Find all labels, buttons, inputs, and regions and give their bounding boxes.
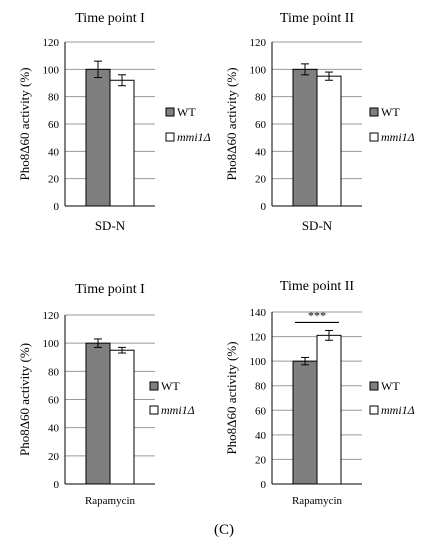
chart-panel-1: Time point I 0 20 40 60 80 100 120 Pho8Δ60 activ… bbox=[17, 11, 211, 233]
legend-label: WT bbox=[381, 379, 400, 393]
legend-label: mmi1Δ bbox=[161, 403, 195, 417]
y-tick-label: 120 bbox=[250, 332, 267, 344]
legend-swatch-mmi1 bbox=[149, 405, 159, 415]
x-axis-label: Rapamycin bbox=[292, 495, 343, 507]
bar-wt bbox=[292, 360, 318, 485]
y-tick-label: 60 bbox=[255, 405, 267, 417]
bar-wt bbox=[85, 68, 111, 207]
chart-title: Time point I bbox=[75, 282, 145, 297]
y-tick-label: 60 bbox=[48, 119, 60, 131]
legend-label: WT bbox=[161, 379, 180, 393]
bar-mmi1 bbox=[316, 334, 342, 485]
y-tick-label: 140 bbox=[250, 307, 267, 319]
y-tick-label: 60 bbox=[48, 395, 60, 407]
y-tick-label: 20 bbox=[255, 454, 267, 466]
y-tick-label: 40 bbox=[255, 430, 267, 442]
y-tick-label: 0 bbox=[54, 479, 60, 491]
y-tick-label: 40 bbox=[255, 146, 267, 158]
y-tick-label: 20 bbox=[255, 174, 267, 186]
x-axis-label: Rapamycin bbox=[85, 495, 136, 507]
chart-panel-4: Time point II 0 20 40 60 80 100 120 140 Pho8Δ60 a… bbox=[224, 279, 415, 507]
bar-mmi1 bbox=[316, 75, 342, 207]
legend-swatch-mmi1 bbox=[369, 132, 379, 142]
y-tick-label: 0 bbox=[261, 201, 267, 213]
legend-label: mmi1Δ bbox=[381, 130, 415, 144]
legend-label: WT bbox=[177, 105, 196, 119]
y-tick-label: 20 bbox=[48, 451, 60, 463]
legend-swatch-mmi1 bbox=[369, 405, 379, 415]
y-tick-label: 100 bbox=[43, 64, 60, 76]
legend-swatch-wt bbox=[149, 381, 159, 391]
chart-panel-3: Time point I 0 20 40 60 80 100 120 Pho8Δ60 activ… bbox=[17, 282, 195, 507]
panel-label: (C) bbox=[214, 522, 234, 538]
y-axis-label: Pho8Δ60 activity (%) bbox=[17, 67, 32, 180]
y-tick-label: 0 bbox=[261, 479, 267, 491]
y-tick-label: 40 bbox=[48, 423, 60, 435]
bar-mmi1 bbox=[109, 79, 135, 207]
legend-swatch-wt bbox=[369, 107, 379, 117]
y-axis-label: Pho8Δ60 activity (%) bbox=[17, 343, 32, 456]
y-tick-label: 20 bbox=[48, 174, 60, 186]
chart-panel-2: Time point II 0 20 40 60 80 100 120 Pho8Δ60 acti… bbox=[224, 11, 415, 233]
y-tick-label: 120 bbox=[250, 37, 267, 49]
y-tick-label: 80 bbox=[255, 92, 267, 104]
x-axis-label: SD-N bbox=[302, 218, 333, 233]
y-axis-label: Pho8Δ60 activity (%) bbox=[224, 341, 239, 454]
bar-wt bbox=[85, 342, 111, 485]
y-tick-label: 80 bbox=[255, 381, 267, 393]
significance-label: *** bbox=[308, 308, 326, 322]
y-tick-label: 40 bbox=[48, 146, 60, 158]
y-tick-label: 120 bbox=[43, 37, 60, 49]
bar-wt bbox=[292, 68, 318, 207]
y-tick-label: 120 bbox=[43, 310, 60, 322]
y-tick-label: 100 bbox=[250, 64, 267, 76]
bar-mmi1 bbox=[109, 349, 135, 485]
legend-swatch-mmi1 bbox=[165, 132, 175, 142]
x-axis-label: SD-N bbox=[95, 218, 126, 233]
chart-title: Time point I bbox=[75, 11, 145, 26]
y-axis-label: Pho8Δ60 activity (%) bbox=[224, 67, 239, 180]
y-tick-label: 100 bbox=[43, 338, 60, 350]
chart-title: Time point II bbox=[280, 279, 354, 294]
y-tick-label: 100 bbox=[250, 356, 267, 368]
legend-swatch-wt bbox=[369, 381, 379, 391]
legend-swatch-wt bbox=[165, 107, 175, 117]
legend-label: WT bbox=[381, 105, 400, 119]
y-tick-label: 80 bbox=[48, 92, 60, 104]
y-tick-label: 80 bbox=[48, 366, 60, 378]
legend-label: mmi1Δ bbox=[381, 403, 415, 417]
y-tick-label: 60 bbox=[255, 119, 267, 131]
chart-title: Time point II bbox=[280, 11, 354, 26]
y-tick-label: 0 bbox=[54, 201, 60, 213]
legend-label: mmi1Δ bbox=[177, 130, 211, 144]
